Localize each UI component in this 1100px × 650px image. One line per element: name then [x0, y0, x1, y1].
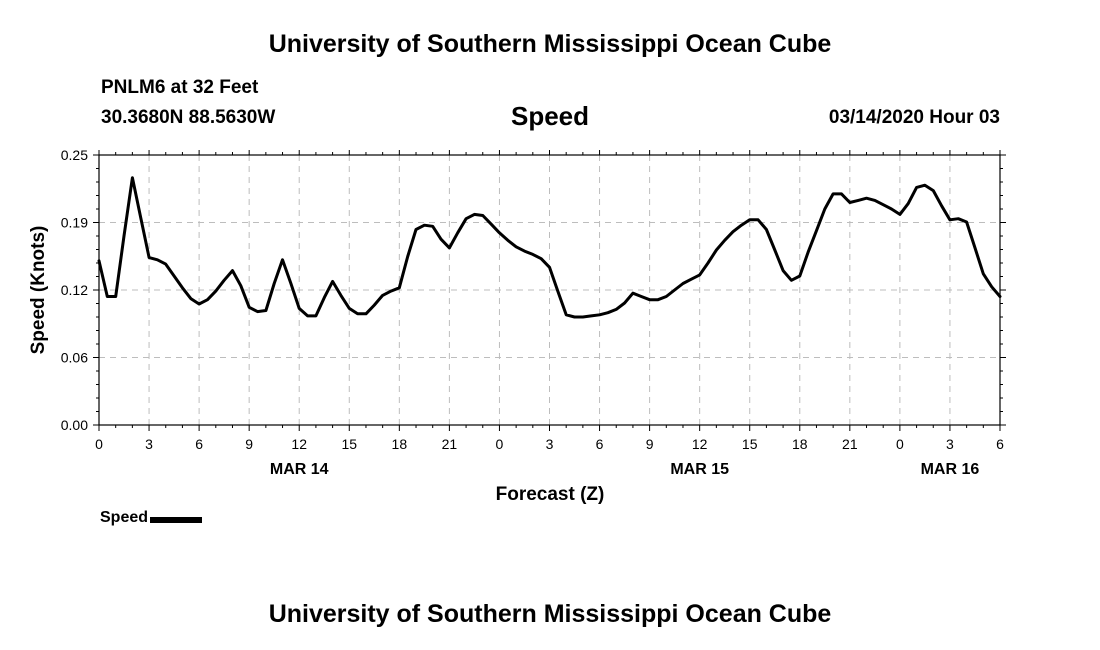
y-tick-label: 0.25: [61, 147, 88, 163]
legend-swatch-speed: [150, 516, 203, 523]
chart-title: Speed: [510, 101, 590, 131]
series-line-speed: [97, 176, 1002, 319]
y-tick-label: 0.00: [61, 417, 88, 433]
y-axis-label: Speed (Knots): [28, 226, 49, 355]
x-tick-label: 3: [546, 436, 554, 452]
x-tick-label: 6: [596, 436, 604, 452]
x-tick-label: 21: [842, 436, 858, 452]
page-title-top: University of Southern Mississippi Ocean…: [268, 30, 832, 58]
x-tick-label: 0: [496, 436, 504, 452]
plot-frame: [98, 154, 1001, 426]
chart-legend: Speed: [100, 509, 203, 527]
x-tick-label: 9: [646, 436, 654, 452]
day-label: MAR 15: [670, 461, 729, 478]
x-tick-label: 12: [291, 436, 307, 452]
x-tick-label: 3: [946, 436, 954, 452]
x-tick-label: 6: [195, 436, 203, 452]
y-tick-label: 0.12: [61, 282, 88, 298]
x-tick-label: 21: [442, 436, 458, 452]
x-tick-label: 6: [996, 436, 1004, 452]
y-tick-label: 0.06: [61, 350, 88, 366]
grid-lines: [99, 155, 1000, 425]
x-tick-label: 18: [792, 436, 808, 452]
x-tick-label: 0: [95, 436, 103, 452]
x-tick-label: 12: [692, 436, 708, 452]
y-tick-label: 0.19: [61, 215, 88, 231]
page-title-bottom: University of Southern Mississippi Ocean…: [268, 600, 832, 628]
station-coordinates: 30.3680N 88.5630W: [101, 107, 276, 128]
day-label: MAR 14: [270, 461, 329, 478]
x-tick-label: 15: [742, 436, 758, 452]
x-tick-label: 18: [392, 436, 408, 452]
legend-label-speed: Speed: [100, 509, 149, 526]
forecast-datetime: 03/14/2020 Hour 03: [828, 107, 1000, 128]
axis-labels: 0 3 6 9 12 15 18 21 0 3 6 9 12 15 18 21 0 3 6 0.00 0.06 0.12 0…: [61, 147, 1004, 478]
station-label: PNLM6 at 32 Feet: [101, 77, 259, 98]
x-axis-label: Forecast (Z): [496, 484, 605, 505]
x-tick-label: 9: [245, 436, 253, 452]
x-tick-label: 15: [341, 436, 357, 452]
day-label: MAR 16: [921, 461, 980, 478]
series-layer: [97, 176, 1002, 319]
x-tick-label: 3: [145, 436, 153, 452]
x-tick-label: 0: [896, 436, 904, 452]
